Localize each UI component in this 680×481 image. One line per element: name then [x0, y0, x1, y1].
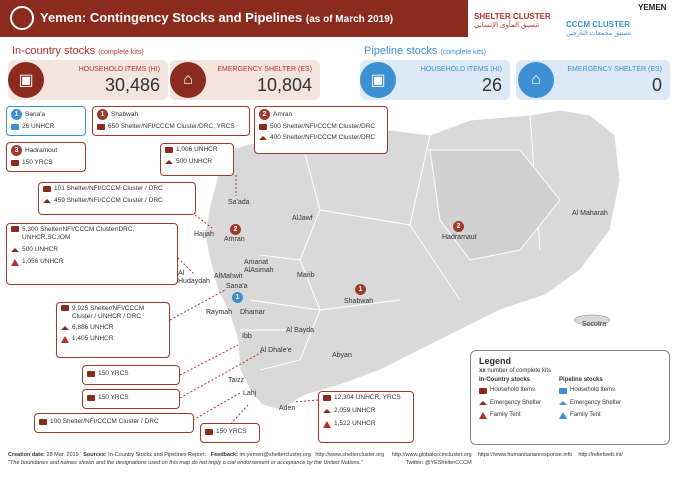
emergency-shelter-icon	[479, 401, 487, 406]
shelter-cluster-logo: SHELTER CLUSTER تنسيق المأوى الإنساني	[474, 12, 551, 29]
callout-hudaydah[interactable]: 5,300 Shelter/NFI/CCCM Cluster/DRC, UNHC…	[6, 223, 178, 285]
map-label-socotra: Socotra	[582, 321, 607, 328]
marker-shabwah[interactable]: 1	[355, 284, 366, 295]
emergency-shelter-icon: ⌂	[518, 62, 554, 98]
page-title: Yemen: Contingency Stocks and Pipelines …	[40, 10, 394, 25]
link-cccm[interactable]: http://www.globalcccmcluster.org	[391, 452, 472, 458]
map-label-lahj: Lahj	[243, 390, 257, 397]
emergency-shelter-icon	[43, 199, 51, 204]
emergency-shelter-icon	[559, 401, 568, 406]
stat-label: EMERGENCY SHELTER (ES)	[567, 66, 662, 73]
household-items-icon	[259, 124, 267, 131]
link-reliefweb[interactable]: http://reliefweb.int/	[578, 452, 623, 458]
marker-sanaa[interactable]: 1	[232, 292, 243, 303]
map-label-hajjah: Hajjah	[194, 231, 214, 238]
map-label-alhudaydah: Al Hudaydah	[178, 270, 210, 285]
family-tent-icon	[11, 258, 19, 266]
map-label-aden: Aden	[279, 405, 296, 412]
callout-ibb[interactable]: 150 YRCS	[82, 365, 180, 385]
callout-shabwah[interactable]: 1 Shabwah 650 Shelter/NFI/CCCM Cluster/DR…	[92, 106, 250, 136]
link-humanitarianresponse[interactable]: https://www.humanitarianresponse.info	[477, 452, 573, 458]
household-items-icon	[11, 160, 19, 167]
callout-hadramout[interactable]: 3 Hadramout 150 YRCS	[6, 142, 86, 172]
household-items-icon	[165, 147, 173, 154]
household-items-icon	[39, 419, 47, 426]
callout-sanaa-city[interactable]: 9,925 Shelter/NFI/CCCM Cluster / UNHCR /…	[56, 302, 170, 358]
callout-hajjah[interactable]: 101 Shelter/NFI/CCCM Cluster / DRC 459 S…	[38, 182, 196, 215]
stat-value: 26	[481, 75, 502, 95]
stat-value: 0	[651, 75, 662, 95]
map-label-taizz: Taizz	[228, 377, 244, 384]
household-items-icon: ▣	[8, 62, 44, 98]
emergency-shelter-icon	[61, 326, 69, 331]
pipeline-heading: Pipeline stocks (complete kits)	[364, 45, 486, 57]
callout-lahj[interactable]: 150 YRCS	[200, 423, 260, 443]
country-label: YEMEN	[638, 3, 667, 12]
household-items-icon	[323, 395, 331, 402]
household-items-icon	[97, 124, 105, 131]
emergency-shelter-icon	[11, 248, 19, 253]
map-label-amran: Amran	[224, 236, 245, 243]
household-items-icon	[87, 395, 95, 402]
household-items-icon	[479, 387, 487, 394]
map-label-marib: Marib	[297, 272, 315, 279]
globe-icon	[10, 6, 34, 30]
map-label-sanaa: Sana'a	[226, 283, 248, 290]
emergency-shelter-icon: ⌂	[170, 62, 206, 98]
map-label-albayda: Al Bayda	[286, 327, 315, 334]
map-label-amanat: Amanat AlAsimah	[244, 259, 274, 274]
map-label-shabwah: Shabwah	[344, 298, 374, 305]
household-items-icon	[11, 226, 19, 232]
map-label-aldhalee: Al Dhale'e	[260, 347, 292, 354]
map-label-hadramaut: Hadramaut	[442, 234, 477, 241]
household-items-icon	[43, 186, 51, 193]
stat-label: HOUSEHOLD ITEMS (HI)	[420, 66, 502, 73]
stat-value: 30,486	[104, 75, 160, 95]
callout-sanaa-pipeline[interactable]: 1 Sana'a 26 UNHCR	[6, 106, 86, 136]
legend-title: Legend	[479, 356, 512, 366]
family-tent-icon	[559, 412, 568, 420]
map-label-aljawf: AlJawf	[292, 215, 313, 222]
household-items-icon	[87, 371, 95, 378]
callout-aden[interactable]: 12,304 UNHCR, YRCS 2,059 UNHCR 1,522 UNH…	[318, 391, 414, 443]
callout-saada[interactable]: 1,006 UNHCR 500 UNHCR	[160, 143, 234, 176]
in-country-heading: In-country stocks (complete kits)	[12, 45, 144, 57]
household-items-icon: ▣	[360, 62, 396, 98]
callout-taizz-2[interactable]: 100 Shelter/NFI/CCCM Cluster / DRC	[34, 413, 194, 433]
stat-label: HOUSEHOLD ITEMS (HI)	[78, 66, 160, 73]
family-tent-icon	[323, 420, 331, 428]
cccm-cluster-logo: CCCM CLUSTER تنسيق مجمعات النازحين	[566, 20, 632, 37]
map-label-dhamar: Dhamar	[240, 309, 265, 316]
household-items-icon	[559, 387, 568, 394]
map-label-ibb: Ibb	[242, 333, 252, 340]
stat-label: EMERGENCY SHELTER (ES)	[217, 66, 312, 73]
map-label-almaharah: Al Maharah	[572, 210, 608, 217]
marker-amran[interactable]: 2	[230, 224, 241, 235]
stat-value: 10,804	[256, 75, 312, 95]
family-tent-icon	[479, 412, 487, 420]
footer: Creation date: 28 Mar. 2019 Sources: In-…	[8, 452, 623, 466]
map-label-saada: Sa'ada	[228, 199, 250, 206]
family-tent-icon	[61, 335, 69, 343]
household-items-icon	[11, 124, 19, 131]
callout-amran[interactable]: 2 Amran 500 Shelter/NFI/CCCM Cluster/DRC …	[254, 106, 388, 154]
emergency-shelter-icon	[323, 409, 331, 414]
map-legend: Legend xx number of complete kits In-Cou…	[470, 350, 670, 445]
household-items-icon	[205, 429, 213, 436]
marker-hadramaut[interactable]: 2	[453, 221, 464, 232]
emergency-shelter-icon	[165, 160, 173, 165]
twitter-handle[interactable]: Twitter: @YEShelterCCCM	[405, 460, 472, 466]
header-banner: Yemen: Contingency Stocks and Pipelines …	[0, 0, 468, 37]
map-label-raymah: Raymah	[206, 309, 233, 316]
link-sheltercluster[interactable]: http://www.sheltercluster.org	[315, 452, 385, 458]
callout-taizz[interactable]: 150 YRCS	[82, 389, 180, 409]
map-label-abyan: Abyan	[332, 352, 352, 359]
map-label-almahwit: AlMahwit	[214, 273, 243, 280]
household-items-icon	[61, 305, 69, 311]
emergency-shelter-icon	[259, 136, 267, 141]
